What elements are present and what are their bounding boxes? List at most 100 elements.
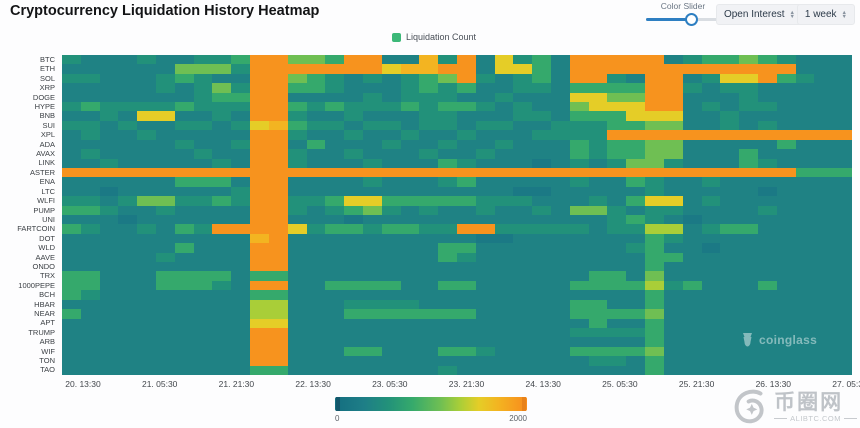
- heatmap-cell[interactable]: [645, 337, 664, 347]
- heatmap-cell[interactable]: [588, 92, 608, 103]
- heatmap-cell[interactable]: [231, 243, 251, 253]
- heatmap-cell[interactable]: [174, 167, 194, 178]
- heatmap-cell[interactable]: [80, 149, 100, 159]
- heatmap-cell[interactable]: [739, 111, 758, 121]
- heatmap-cell[interactable]: [268, 318, 288, 328]
- heatmap-cell[interactable]: [381, 299, 401, 310]
- heatmap-cell[interactable]: [193, 73, 213, 84]
- heatmap-cell[interactable]: [174, 149, 194, 159]
- heatmap-cell[interactable]: [362, 252, 382, 263]
- heatmap-cell[interactable]: [325, 64, 345, 74]
- heatmap-cell[interactable]: [626, 73, 646, 84]
- heatmap-cell[interactable]: [720, 186, 740, 197]
- heatmap-cell[interactable]: [174, 130, 194, 140]
- heatmap-cell[interactable]: [645, 252, 664, 263]
- heatmap-cell[interactable]: [174, 327, 194, 338]
- heatmap-cell[interactable]: [532, 64, 552, 74]
- heatmap-cell[interactable]: [118, 177, 138, 187]
- heatmap-cell[interactable]: [457, 130, 476, 140]
- heatmap-cell[interactable]: [306, 346, 326, 357]
- heatmap-cell[interactable]: [287, 262, 307, 272]
- heatmap-cell[interactable]: [607, 186, 627, 197]
- heatmap-cell[interactable]: [156, 177, 175, 187]
- heatmap-cell[interactable]: [250, 205, 269, 215]
- heatmap-cell[interactable]: [457, 233, 476, 244]
- heatmap-cell[interactable]: [80, 205, 100, 215]
- heatmap-cell[interactable]: [607, 224, 627, 234]
- heatmap-cell[interactable]: [62, 149, 81, 159]
- heatmap-cell[interactable]: [325, 299, 345, 310]
- heatmap-cell[interactable]: [701, 83, 721, 93]
- heatmap-cell[interactable]: [193, 83, 213, 93]
- heatmap-cell[interactable]: [494, 233, 514, 244]
- heatmap-cell[interactable]: [814, 356, 834, 366]
- heatmap-cell[interactable]: [833, 196, 852, 206]
- color-slider[interactable]: Color Slider: [646, 1, 720, 26]
- heatmap-cell[interactable]: [231, 271, 251, 281]
- heatmap-cell[interactable]: [551, 139, 570, 150]
- heatmap-cell[interactable]: [156, 92, 175, 103]
- heatmap-cell[interactable]: [287, 215, 307, 225]
- heatmap-cell[interactable]: [739, 262, 758, 272]
- heatmap-cell[interactable]: [118, 346, 138, 357]
- heatmap-cell[interactable]: [250, 318, 269, 328]
- heatmap-cell[interactable]: [701, 120, 721, 131]
- heatmap-cell[interactable]: [720, 139, 740, 150]
- heatmap-cell[interactable]: [739, 337, 758, 347]
- heatmap-cell[interactable]: [344, 83, 363, 93]
- heatmap-cell[interactable]: [362, 337, 382, 347]
- heatmap-cell[interactable]: [306, 318, 326, 328]
- heatmap-cell[interactable]: [268, 139, 288, 150]
- heatmap-cell[interactable]: [438, 271, 457, 281]
- heatmap-cell[interactable]: [607, 280, 627, 291]
- heatmap-cell[interactable]: [645, 365, 664, 375]
- heatmap-cell[interactable]: [287, 64, 307, 74]
- heatmap-cell[interactable]: [682, 130, 702, 140]
- heatmap-cell[interactable]: [475, 158, 495, 168]
- heatmap-cell[interactable]: [475, 64, 495, 74]
- heatmap-cell[interactable]: [551, 215, 570, 225]
- heatmap-cell[interactable]: [626, 346, 646, 357]
- heatmap-cell[interactable]: [607, 215, 627, 225]
- heatmap-cell[interactable]: [287, 120, 307, 131]
- heatmap-cell[interactable]: [268, 299, 288, 310]
- heatmap-cell[interactable]: [682, 243, 702, 253]
- heatmap-cell[interactable]: [588, 280, 608, 291]
- heatmap-cell[interactable]: [645, 356, 664, 366]
- heatmap-cell[interactable]: [287, 111, 307, 121]
- open-interest-dropdown[interactable]: Open Interest ▲ ▼: [715, 4, 803, 25]
- heatmap-cell[interactable]: [532, 111, 552, 121]
- heatmap-cell[interactable]: [776, 224, 796, 234]
- heatmap-cell[interactable]: [400, 262, 420, 272]
- heatmap-cell[interactable]: [400, 186, 420, 197]
- heatmap-cell[interactable]: [588, 233, 608, 244]
- heatmap-cell[interactable]: [532, 130, 552, 140]
- heatmap-cell[interactable]: [701, 243, 721, 253]
- heatmap-cell[interactable]: [607, 55, 627, 65]
- heatmap-cell[interactable]: [588, 111, 608, 121]
- heatmap-cell[interactable]: [645, 224, 664, 234]
- heatmap-cell[interactable]: [795, 92, 815, 103]
- heatmap-cell[interactable]: [475, 262, 495, 272]
- heatmap-cell[interactable]: [551, 252, 570, 263]
- heatmap-cell[interactable]: [99, 309, 119, 319]
- heatmap-cell[interactable]: [62, 111, 81, 121]
- heatmap-cell[interactable]: [193, 318, 213, 328]
- heatmap-cell[interactable]: [682, 139, 702, 150]
- heatmap-cell[interactable]: [776, 83, 796, 93]
- legend-item[interactable]: Liquidation Count: [392, 32, 476, 42]
- heatmap-cell[interactable]: [137, 205, 157, 215]
- heatmap-cell[interactable]: [287, 224, 307, 234]
- heatmap-cell[interactable]: [268, 271, 288, 281]
- heatmap-cell[interactable]: [137, 83, 157, 93]
- heatmap-cell[interactable]: [344, 215, 363, 225]
- heatmap-cell[interactable]: [776, 327, 796, 338]
- heatmap-cell[interactable]: [720, 215, 740, 225]
- heatmap-cell[interactable]: [62, 130, 81, 140]
- heatmap-cell[interactable]: [457, 299, 476, 310]
- heatmap-cell[interactable]: [720, 205, 740, 215]
- heatmap-cell[interactable]: [400, 111, 420, 121]
- heatmap-cell[interactable]: [551, 196, 570, 206]
- heatmap-cell[interactable]: [682, 215, 702, 225]
- heatmap-cell[interactable]: [551, 158, 570, 168]
